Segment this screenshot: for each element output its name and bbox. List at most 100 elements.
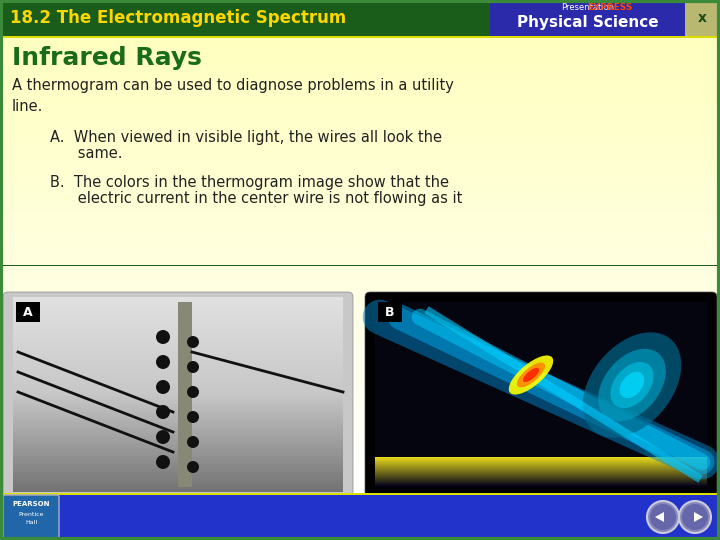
Bar (1, 242, 719, 244)
Bar (13, 473, 343, 474)
Bar (1, 255, 719, 256)
Circle shape (156, 355, 170, 369)
Bar (13, 395, 343, 396)
Bar (13, 421, 343, 422)
Bar (1, 421, 719, 422)
Bar (1, 268, 719, 269)
Bar (1, 53, 719, 54)
Bar (1, 416, 719, 417)
Bar (1, 119, 719, 120)
Bar (13, 476, 343, 477)
Bar (13, 400, 343, 401)
Bar (1, 432, 719, 433)
Bar (13, 450, 343, 451)
Bar (13, 435, 343, 436)
Bar (1, 194, 719, 195)
Bar (13, 349, 343, 350)
Bar (1, 273, 719, 274)
Bar (1, 406, 719, 407)
Bar (13, 440, 343, 441)
Bar (1, 281, 719, 282)
Bar (1, 436, 719, 437)
Text: A.  When viewed in visible light, the wires all look the: A. When viewed in visible light, the wir… (50, 130, 442, 145)
Bar (1, 338, 719, 339)
Bar (1, 426, 719, 427)
Bar (1, 373, 719, 374)
Bar (13, 422, 343, 423)
Bar (1, 484, 719, 485)
Bar (1, 469, 719, 470)
Bar (1, 489, 719, 490)
Bar (13, 474, 343, 475)
Bar (1, 76, 719, 77)
Bar (13, 382, 343, 383)
Bar (375, 302, 707, 487)
Bar (13, 331, 343, 332)
Bar (1, 74, 719, 75)
Bar (1, 199, 719, 200)
Bar (1, 44, 719, 45)
Bar (1, 271, 719, 272)
Bar (1, 111, 719, 112)
Polygon shape (655, 512, 664, 522)
Bar (13, 312, 343, 313)
Bar (1, 364, 719, 366)
Bar (13, 447, 343, 448)
Bar (1, 235, 719, 237)
Bar (1, 63, 719, 64)
Bar (13, 359, 343, 360)
Bar (1, 49, 719, 50)
Bar (13, 381, 343, 382)
Bar (375, 468, 707, 469)
Circle shape (187, 436, 199, 448)
Bar (1, 214, 719, 215)
Bar (13, 393, 343, 394)
Bar (1, 166, 719, 167)
Bar (1, 402, 719, 403)
Bar (1, 192, 719, 193)
Ellipse shape (620, 372, 644, 398)
Bar (1, 228, 719, 230)
Bar (13, 384, 343, 385)
Bar (13, 300, 343, 301)
Bar (1, 118, 719, 119)
Bar (1, 210, 719, 211)
Bar (1, 401, 719, 402)
Bar (1, 303, 719, 305)
Bar (1, 329, 719, 330)
Bar (13, 298, 343, 299)
Bar (13, 316, 343, 317)
Bar (13, 373, 343, 374)
Bar (1, 486, 719, 487)
Bar (1, 313, 719, 314)
Bar (1, 148, 719, 149)
Bar (1, 160, 719, 161)
Bar (1, 55, 719, 56)
Bar (1, 42, 719, 43)
Bar (375, 463, 707, 464)
Bar (13, 464, 343, 465)
Bar (13, 425, 343, 426)
Bar (1, 284, 719, 285)
Bar (1, 466, 719, 467)
Bar (1, 249, 719, 251)
Bar (13, 442, 343, 443)
Bar (1, 487, 719, 488)
Bar (1, 167, 719, 168)
Bar (1, 377, 719, 378)
Bar (13, 485, 343, 486)
Circle shape (187, 361, 199, 373)
Text: 18.2 The Electromagnetic Spectrum: 18.2 The Electromagnetic Spectrum (10, 9, 346, 27)
Bar (1, 164, 719, 165)
Bar (1, 322, 719, 323)
Bar (1, 234, 719, 235)
Bar (13, 336, 343, 337)
Bar (1, 112, 719, 113)
Text: B: B (385, 306, 395, 319)
Bar (1, 140, 719, 141)
Bar (1, 153, 719, 154)
Bar (1, 48, 719, 49)
Bar (1, 475, 719, 476)
Bar (13, 387, 343, 388)
Bar (375, 469, 707, 470)
